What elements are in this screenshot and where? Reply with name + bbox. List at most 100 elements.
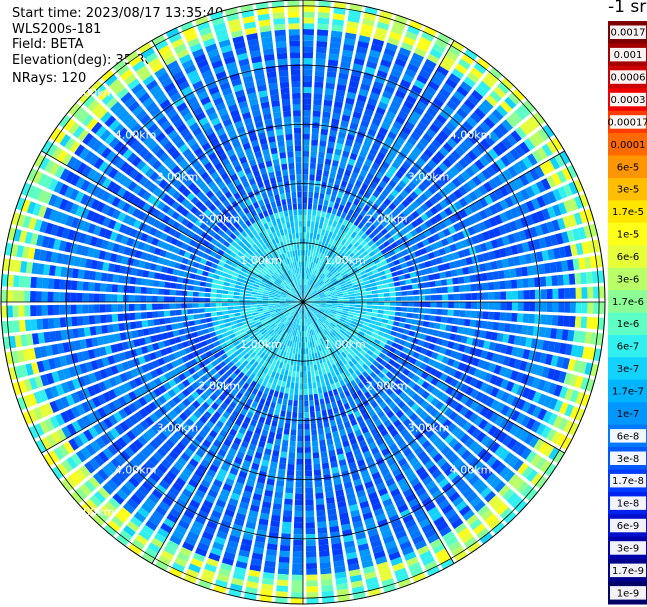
ray-bin <box>303 122 311 128</box>
ray-bin <box>303 139 310 146</box>
ray-bin <box>469 400 479 411</box>
ray-bin <box>546 175 557 188</box>
ray-bin <box>305 307 309 313</box>
ray-bin <box>330 259 336 266</box>
ray-bin <box>405 408 414 418</box>
ray-bin <box>305 324 308 331</box>
ray-bin <box>277 568 289 575</box>
ray-bin <box>36 318 44 330</box>
ray-bin <box>215 420 224 429</box>
ray-bin <box>432 329 440 337</box>
ray-bin <box>419 247 428 255</box>
ray-bin <box>380 228 388 236</box>
ray-bin <box>334 316 341 320</box>
ray-bin <box>221 302 228 307</box>
ray-bin <box>384 503 396 513</box>
ray-bin <box>231 388 239 396</box>
ray-bin <box>244 586 258 595</box>
ray-bin <box>210 312 217 317</box>
ray-bin <box>480 272 488 281</box>
ray-bin <box>328 231 333 238</box>
ray-bin <box>306 285 309 291</box>
ray-bin <box>315 174 322 182</box>
ray-bin <box>426 267 434 274</box>
ray-bin <box>282 338 287 345</box>
ray-bin <box>366 60 378 70</box>
ray-bin <box>569 374 578 387</box>
ray-bin <box>381 337 388 344</box>
ray-bin <box>314 303 321 306</box>
ray-bin <box>489 374 499 385</box>
ray-bin <box>204 298 211 302</box>
ray-bin <box>387 131 397 140</box>
ray-bin <box>338 72 349 80</box>
ray-bin <box>293 522 303 529</box>
ray-bin <box>505 312 512 322</box>
ray-bin <box>460 258 468 267</box>
ray-bin <box>426 394 435 403</box>
ray-bin <box>162 496 174 507</box>
ray-bin <box>324 309 331 313</box>
ray-bin <box>568 273 576 285</box>
ray-bin <box>306 568 318 575</box>
ray-bin <box>300 348 303 355</box>
ray-bin <box>384 207 393 215</box>
ray-bin <box>419 410 429 420</box>
ray-bin <box>322 596 335 604</box>
ray-bin <box>307 286 311 292</box>
ray-bin <box>441 482 453 493</box>
ray-bin <box>274 491 283 499</box>
ray-bin <box>303 342 306 349</box>
ray-bin <box>467 94 480 106</box>
ray-bin <box>321 283 327 289</box>
ray-bin <box>421 523 434 534</box>
ray-bin <box>262 360 269 368</box>
ray-bin <box>292 329 296 336</box>
ray-bin <box>13 275 20 288</box>
ray-bin <box>331 294 338 298</box>
ray-bin <box>471 255 479 264</box>
ray-bin <box>326 250 332 257</box>
ray-bin <box>336 291 343 295</box>
ray-bin <box>457 250 466 258</box>
ray-bin <box>396 573 410 583</box>
ray-bin <box>343 206 350 214</box>
ray-bin <box>308 318 312 324</box>
ray-bin <box>460 394 469 405</box>
ray-bin <box>541 178 551 191</box>
ray-bin <box>445 386 454 396</box>
ray-bin <box>321 315 327 320</box>
ray-bin <box>493 364 502 375</box>
ray-bin <box>434 203 444 212</box>
ray-bin <box>361 386 368 394</box>
ray-bin <box>473 188 483 199</box>
ray-bin <box>388 335 396 342</box>
ray-bin <box>486 321 494 330</box>
ray-bin <box>349 437 358 445</box>
ray-bin <box>352 111 362 119</box>
ray-bin <box>569 406 580 420</box>
ray-bin <box>311 139 319 146</box>
ray-bin <box>159 273 167 281</box>
ray-bin <box>437 230 446 239</box>
ray-bin <box>245 305 251 309</box>
ray-bin <box>390 375 398 383</box>
ray-bin <box>543 395 553 408</box>
ray-bin <box>216 289 223 294</box>
ray-bin <box>314 298 321 300</box>
ray-bin <box>204 312 212 318</box>
ray-bin <box>317 279 323 285</box>
ray-bin <box>297 324 300 331</box>
ray-bin <box>400 462 411 472</box>
ray-bin <box>313 87 323 94</box>
ray-bin <box>452 112 464 124</box>
ray-bin <box>264 560 276 568</box>
ray-bin <box>349 122 359 131</box>
ray-bin <box>320 579 333 586</box>
ray-bin <box>329 238 334 245</box>
ray-bin <box>345 267 352 273</box>
ray-bin <box>471 338 480 347</box>
ray-bin <box>493 281 501 290</box>
ray-bin <box>435 150 445 161</box>
ray-bin <box>245 308 252 312</box>
